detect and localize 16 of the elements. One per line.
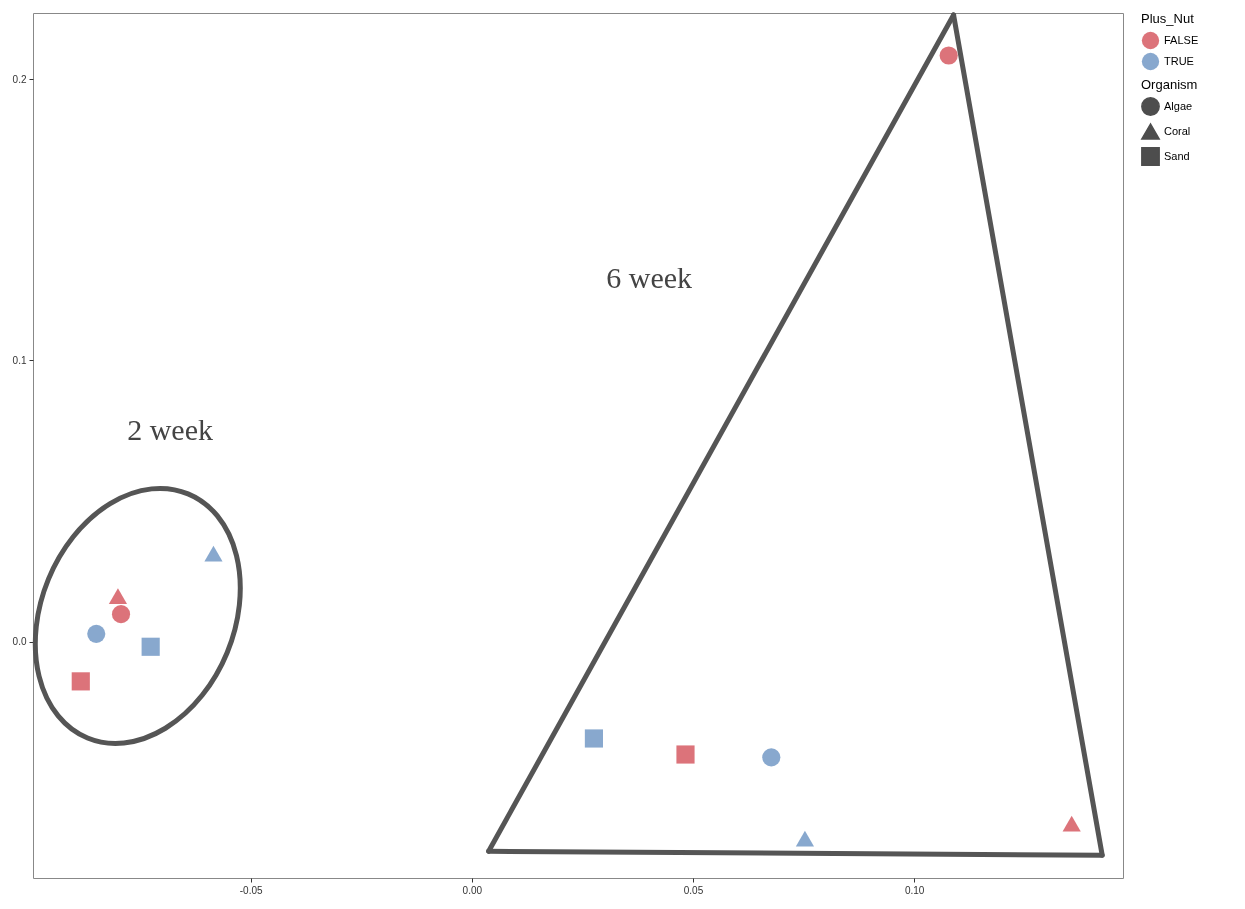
legend-label: Sand bbox=[1164, 149, 1190, 162]
annotation: 6 week bbox=[606, 260, 693, 294]
legend-label: TRUE bbox=[1164, 54, 1194, 67]
legend-label: Coral bbox=[1164, 124, 1191, 137]
x-tick-label: 0.05 bbox=[683, 884, 704, 896]
y-tick-label: 0.1 bbox=[12, 354, 27, 366]
legend-label: Algae bbox=[1164, 99, 1193, 112]
text: Organism bbox=[1141, 77, 1198, 92]
legend-label: FALSE bbox=[1164, 33, 1199, 46]
text: Plus_Nut bbox=[1141, 11, 1194, 26]
x-tick-label: 0.10 bbox=[904, 884, 925, 896]
annotation: 2 week bbox=[127, 412, 213, 446]
x-tick-label: 0.00 bbox=[462, 884, 483, 896]
y-tick-label: 0.0 bbox=[12, 636, 27, 648]
y-tick-label: 0.2 bbox=[12, 73, 27, 85]
x-tick-label: -0.05 bbox=[239, 884, 263, 896]
